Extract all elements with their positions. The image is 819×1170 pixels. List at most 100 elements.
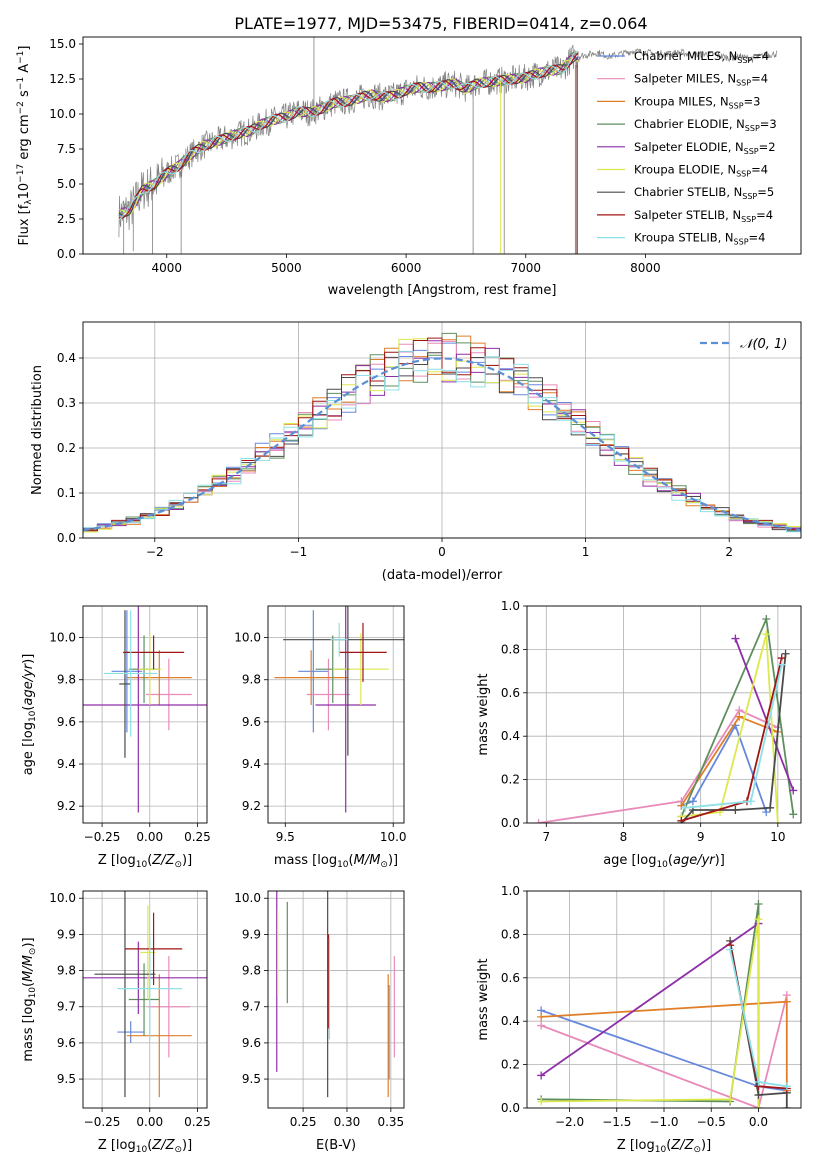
- legend-text: Kroupa MILES, N: [634, 94, 729, 108]
- y-tick-label: 12.5: [49, 72, 76, 86]
- label-part: λ: [24, 199, 34, 205]
- y-tick-label: 0.0: [57, 247, 76, 261]
- legend-label: Kroupa MILES, NSSP=3: [634, 94, 760, 110]
- mass_vs_EBV-frame: [267, 890, 405, 1109]
- weight-line-chabrier_elodie: [541, 903, 760, 1103]
- model-fit-kroupa_elodie: [118, 59, 579, 215]
- y-tick-label: 10.0: [49, 107, 76, 121]
- y-tick-label: 9.8: [57, 673, 76, 687]
- x-axis-label: Z [log10(Z/Z⊙)]: [98, 1138, 192, 1155]
- label-part: M/M: [21, 955, 36, 982]
- weight-marker: [537, 1097, 546, 1106]
- y-tick-label: 9.5: [242, 1072, 261, 1086]
- legend-sub: SSP: [742, 192, 757, 201]
- legend-text: =3: [744, 94, 761, 108]
- legend-label: Salpeter MILES, NSSP=4: [634, 72, 768, 88]
- y-tick-label: 0.2: [501, 773, 520, 787]
- label-part: ⊙: [174, 860, 182, 870]
- y-tick-label: 9.7: [57, 1000, 76, 1014]
- x-tick-label: 8: [620, 830, 628, 844]
- label-part: (: [666, 1138, 671, 1153]
- spectrum-frame: [82, 36, 802, 255]
- legend-text: =4: [751, 163, 768, 177]
- weight-marker: [754, 1104, 763, 1108]
- weight-marker: [688, 797, 697, 806]
- legend-label: 𝒩(0, 1): [740, 337, 787, 352]
- legend-text: =2: [759, 140, 776, 154]
- x-tick-label: 0.00: [136, 830, 163, 844]
- legend-text: Salpeter ELODIE, N: [634, 140, 744, 154]
- observed-spectrum: [118, 44, 778, 238]
- x-axis-label: mass [log10(M/M⊙)]: [274, 853, 398, 870]
- legend-label: Chabrier MILES, NSSP=4: [634, 49, 769, 65]
- weight-marker: [681, 803, 690, 812]
- label-part: )]: [21, 654, 36, 664]
- weight-marker: [754, 1077, 763, 1086]
- weight-marker: [789, 786, 798, 795]
- x-axis-label: Z [log10(Z/Z⊙)]: [98, 853, 192, 870]
- label-part: )]: [701, 1138, 711, 1153]
- y-tick-label: 0.8: [501, 927, 520, 941]
- weight-marker: [754, 1090, 763, 1099]
- y-tick-label: 1.0: [501, 599, 520, 613]
- x-tick-label: 0.25: [290, 1115, 317, 1129]
- label-part: (: [668, 853, 673, 868]
- x-tick-label: 9: [697, 830, 705, 844]
- y-tick-label: 10.0: [234, 631, 261, 645]
- age_vs_mass-errorbars: [274, 606, 404, 813]
- legend-label: Salpeter STELIB, NSSP=4: [634, 208, 773, 224]
- x-axis-label: age [log10(age/yr)]: [603, 853, 725, 870]
- mass_vs_Z-axes: −0.25 0.00 0.25 9.5 9.6 9.7 9.8 9.9 10.0: [49, 891, 211, 1129]
- spectrum-legend: Chabrier MILES, NSSP=4 Salpeter MILES, NS…: [597, 49, 777, 247]
- weight-marker: [677, 816, 686, 823]
- x-tick-label: 7000: [510, 261, 541, 275]
- legend-text: =4: [756, 208, 773, 222]
- label-part: 10: [28, 987, 38, 999]
- y-tick-label: 9.6: [242, 1036, 261, 1050]
- legend-sub: SSP: [745, 124, 760, 133]
- y-tick-label: 10.0: [49, 891, 76, 905]
- legend-label: Kroupa ELODIE, NSSP=4: [634, 163, 768, 179]
- y-tick-label: 0.1: [57, 486, 76, 500]
- y-tick-label: 9.2: [57, 799, 76, 813]
- mass_vs_EBV-axes: 0.25 0.30 0.35 9.5 9.6 9.7 9.8 9.9 10.0: [234, 891, 404, 1129]
- x-tick-label: −2.0: [555, 1115, 584, 1129]
- x-tick-label: 9.5: [276, 830, 295, 844]
- y-tick-label: 9.9: [242, 927, 261, 941]
- model-fit-chabrier_elodie: [118, 51, 579, 217]
- legend-text: =4: [752, 49, 769, 63]
- model-fit-chabrier_stelib: [118, 56, 579, 217]
- label-part: age/yr: [21, 662, 36, 705]
- weight-marker: [537, 1012, 546, 1021]
- legend-text: =4: [751, 72, 768, 86]
- legend-sub: SSP: [737, 56, 752, 65]
- legend-sub: SSP: [744, 147, 759, 156]
- weight-marker: [754, 915, 763, 924]
- weight-marker: [782, 997, 791, 1006]
- y-axis-label: Flux [fλ10−17 erg cm−2 s−1 A−1]: [16, 46, 34, 246]
- spectrum-lines: [118, 37, 778, 254]
- legend-label: Chabrier ELODIE, NSSP=3: [634, 117, 777, 133]
- legend-sub: SSP: [736, 79, 751, 88]
- y-tick-label: 10.0: [49, 631, 76, 645]
- label-part: age/yr: [673, 853, 716, 868]
- residuals-frame: [82, 321, 802, 539]
- y-tick-label: 0.3: [57, 396, 76, 410]
- label-part: 10: [17, 183, 32, 200]
- weight-marker: [731, 805, 740, 814]
- weight-marker: [537, 1021, 546, 1030]
- y-tick-label: 15.0: [49, 37, 76, 51]
- legend-text: Salpeter STELIB, N: [634, 208, 741, 222]
- x-tick-label: 8000: [630, 261, 661, 275]
- legend-sub: SSP: [734, 238, 749, 247]
- weight-marker: [726, 945, 735, 954]
- label-part: mass [log: [274, 853, 337, 868]
- label-part: Z [log: [98, 853, 136, 868]
- label-part: −17: [16, 164, 26, 183]
- label-part: 10: [136, 860, 148, 870]
- y-tick-label: 9.9: [57, 927, 76, 941]
- label-part: )]: [388, 853, 398, 868]
- y-tick-label: 9.4: [57, 757, 76, 771]
- age_vs_Z-frame: [82, 605, 208, 824]
- weight-marker: [781, 649, 790, 658]
